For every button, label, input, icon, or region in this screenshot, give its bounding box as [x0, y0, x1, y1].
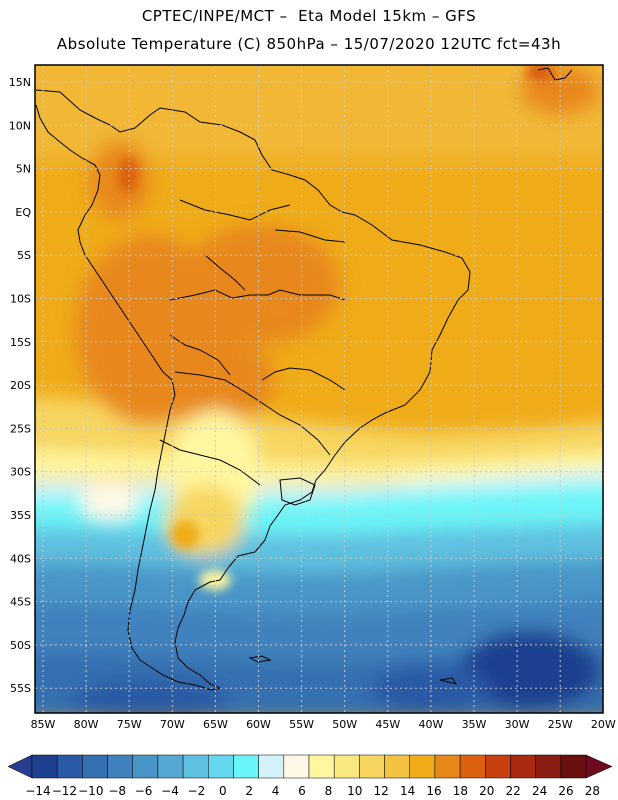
- colorbar-swatch: [157, 754, 184, 779]
- longitude-label: 40W: [418, 718, 443, 731]
- colorbar-label: 2: [245, 784, 253, 798]
- longitude-labels: 85W 80W 75W 70W 65W 60W 55W 50W 45W 40W 35W 30W 25W 2…: [31, 718, 616, 731]
- longitude-label: 35W: [462, 718, 487, 731]
- colorbar-swatch: [56, 754, 83, 779]
- colorbar-label: 0: [219, 784, 227, 798]
- latitude-label: 30S: [10, 466, 31, 479]
- colorbar-label: −2: [188, 784, 206, 798]
- longitude-label: 85W: [31, 718, 56, 731]
- longitude-label: 55W: [289, 718, 314, 731]
- colorbar-label: 6: [298, 784, 306, 798]
- colorbar-swatch: [384, 754, 410, 779]
- colorbar-swatch: [510, 754, 536, 779]
- latitude-label: 50S: [10, 639, 31, 652]
- latitude-label: 10S: [10, 293, 31, 306]
- longitude-label: 65W: [203, 718, 228, 731]
- colorbar-swatch: [459, 754, 486, 779]
- colorbar-label: 22: [506, 784, 521, 798]
- colorbar-swatch: [182, 754, 209, 779]
- colorbar-swatch: [258, 754, 285, 779]
- colorbar-label: 8: [325, 784, 333, 798]
- map-title-line1: CPTEC/INPE/MCT – Eta Model 15km – GFS: [141, 7, 477, 25]
- colorbar-label: 18: [453, 784, 468, 798]
- colorbar-label: 12: [374, 784, 389, 798]
- latitude-label: 40S: [10, 552, 31, 565]
- colorbar-swatch: [208, 754, 234, 779]
- colorbar: −14 −12 −10 −8 −6 −4 −2 0 2 4 6 8 10 12 14 16 18 20 22 24 26…: [7, 754, 613, 798]
- latitude-label: 5S: [17, 249, 31, 262]
- colorbar-label: −10: [78, 784, 103, 798]
- colorbar-swatch: [409, 754, 436, 779]
- latitude-label: 35S: [10, 509, 31, 522]
- colorbar-swatch: [485, 754, 511, 779]
- colorbar-label: −14: [25, 784, 50, 798]
- latitude-label: 25S: [10, 422, 31, 435]
- colorbar-swatch: [31, 754, 58, 779]
- colorbar-swatch: [359, 754, 385, 779]
- colorbar-swatch: [333, 754, 360, 779]
- colorbar-swatch: [107, 754, 133, 779]
- longitude-label: 60W: [246, 718, 271, 731]
- latitude-label: EQ: [15, 206, 31, 219]
- colorbar-label: 26: [558, 784, 573, 798]
- latitude-label: 15N: [9, 76, 31, 89]
- colorbar-swatch: [233, 754, 259, 779]
- longitude-label: 50W: [332, 718, 357, 731]
- latitude-label: 55S: [10, 682, 31, 695]
- colorbar-label: 20: [479, 784, 494, 798]
- coastlines: [35, 67, 573, 691]
- colorbar-label: −4: [161, 784, 179, 798]
- longitude-label: 45W: [375, 718, 400, 731]
- latitude-label: 20S: [10, 379, 31, 392]
- longitude-label: 30W: [505, 718, 530, 731]
- colorbar-label: 28: [585, 784, 600, 798]
- colorbar-swatch: [560, 754, 587, 779]
- colorbar-label: −8: [108, 784, 126, 798]
- colorbar-label: 24: [532, 784, 547, 798]
- colorbar-swatch: [82, 754, 108, 779]
- latitude-label: 45S: [10, 596, 31, 609]
- colorbar-swatch: [283, 754, 310, 779]
- colorbar-label: 10: [347, 784, 362, 798]
- colorbar-under-triangle: [7, 754, 33, 779]
- colorbar-over-triangle: [585, 754, 613, 779]
- colorbar-swatch: [132, 754, 159, 779]
- colorbar-label: 4: [272, 784, 280, 798]
- temperature-field: [35, 65, 603, 713]
- latitude-label: 5N: [16, 163, 31, 176]
- colorbar-swatch: [535, 754, 562, 779]
- colorbar-swatch: [434, 754, 461, 779]
- colorbar-label: 16: [426, 784, 441, 798]
- colorbar-label: −6: [135, 784, 153, 798]
- longitude-label: 25W: [548, 718, 573, 731]
- colorbar-label: 14: [400, 784, 415, 798]
- map-title-line2: Absolute Temperature (C) 850hPa – 15/07/…: [56, 35, 562, 53]
- map-frame: [34, 64, 604, 714]
- longitude-label: 70W: [160, 718, 185, 731]
- latitude-label: 15S: [10, 336, 31, 349]
- latitude-label: 10N: [9, 119, 31, 132]
- longitude-label: 20W: [591, 718, 616, 731]
- colorbar-label: −12: [52, 784, 77, 798]
- latitude-labels: 15N 10N 5N EQ 5S 10S 15S 20S 25S 30S 35S 40S 45S 50S 5…: [9, 76, 32, 695]
- colorbar-swatch: [308, 754, 335, 779]
- longitude-label: 80W: [74, 718, 99, 731]
- longitude-label: 75W: [117, 718, 142, 731]
